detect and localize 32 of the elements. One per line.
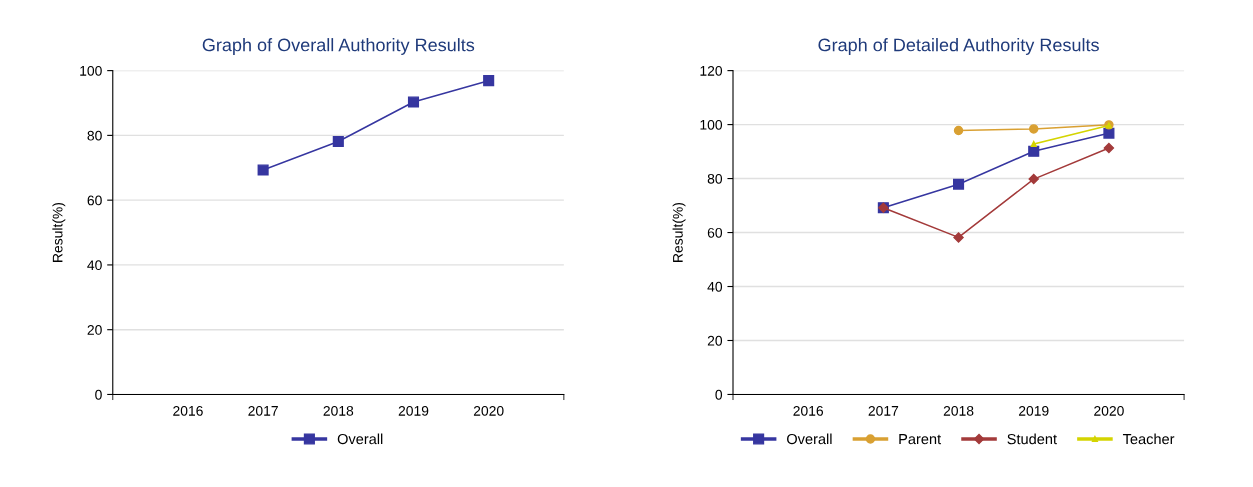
y-tick-label: 80 [707, 173, 723, 184]
legend-label: Overall [787, 433, 832, 445]
chart-title: Graph of Detailed Authority Results [818, 38, 1099, 55]
chart-title: Graph of Overall Authority Results [202, 38, 475, 55]
x-tick-label: 2016 [173, 405, 203, 416]
y-tick-label: 40 [87, 260, 102, 271]
y-tick-label: 100 [700, 119, 723, 130]
y-tick-label: 20 [707, 335, 723, 346]
x-tick-label: 2019 [398, 405, 429, 416]
x-tick-label: 2019 [1018, 405, 1049, 416]
legend-label: Student [1007, 433, 1057, 445]
x-tick-label: 2018 [323, 405, 354, 416]
y-tick-label: 120 [700, 65, 723, 76]
legend-label: Teacher [1122, 433, 1175, 445]
y-axis-title: Result(%) [672, 202, 686, 262]
y-tick-label: 60 [87, 195, 102, 206]
x-tick-label: 2016 [793, 405, 824, 416]
y-axis-title: Result(%) [52, 202, 66, 262]
y-tick-label: 0 [715, 389, 723, 400]
x-tick-label: 2020 [1094, 405, 1124, 416]
x-tick-label: 2017 [248, 405, 278, 416]
x-tick-label: 2020 [473, 405, 504, 416]
legend-label: Overall [337, 433, 383, 445]
legend-label: Parent [899, 434, 942, 445]
y-tick-label: 0 [95, 389, 102, 400]
y-tick-label: 100 [80, 65, 102, 76]
y-tick-label: 80 [87, 130, 102, 141]
y-tick-label: 20 [87, 325, 102, 335]
y-tick-label: 40 [707, 281, 723, 292]
x-tick-label: 2018 [943, 405, 974, 416]
x-tick-label: 2017 [868, 405, 899, 416]
y-tick-label: 60 [707, 227, 723, 238]
